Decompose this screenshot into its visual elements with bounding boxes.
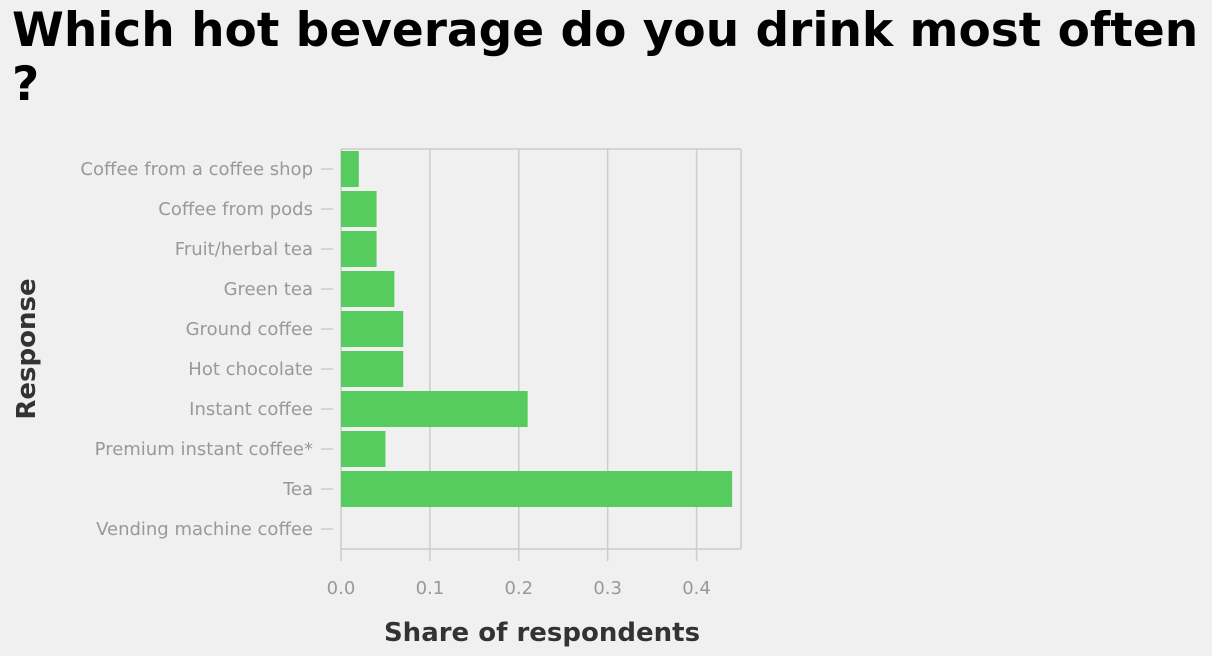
- y-tick-label: Hot chocolate: [188, 359, 313, 380]
- y-tick-label: Coffee from pods: [158, 199, 313, 220]
- bar: [341, 231, 377, 267]
- bars: [341, 151, 733, 507]
- y-tick-label: Fruit/herbal tea: [175, 239, 313, 260]
- x-tick-label: 0.0: [327, 578, 356, 599]
- bar: [341, 471, 733, 507]
- y-tick-label: Vending machine coffee: [96, 519, 313, 540]
- y-tick-label: Premium instant coffee*: [95, 439, 313, 460]
- y-tick-label: Green tea: [224, 279, 313, 300]
- x-tick-label: 0.1: [416, 578, 445, 599]
- y-tick-label: Coffee from a coffee shop: [80, 159, 313, 180]
- x-tick-label: 0.4: [682, 578, 711, 599]
- bar: [341, 311, 404, 347]
- chart-title: Which hot beverage do you drink most oft…: [12, 3, 1199, 112]
- x-tick-label: 0.3: [593, 578, 622, 599]
- y-tick-label: Tea: [282, 479, 313, 500]
- bar: [341, 351, 404, 387]
- bar: [341, 391, 528, 427]
- y-axis-title: Response: [12, 278, 42, 419]
- bar: [341, 151, 359, 187]
- y-axis-ticks: Coffee from a coffee shop Coffee from pod…: [80, 159, 333, 540]
- y-tick-label: Instant coffee: [189, 399, 313, 420]
- bar: [341, 271, 395, 307]
- bar: [341, 191, 377, 227]
- x-tick-label: 0.2: [504, 578, 533, 599]
- x-axis-title: Share of respondents: [384, 618, 700, 648]
- bar: [341, 431, 386, 467]
- y-tick-label: Ground coffee: [186, 319, 313, 340]
- x-axis-ticks: 0.0 0.1 0.2 0.3 0.4: [327, 549, 711, 599]
